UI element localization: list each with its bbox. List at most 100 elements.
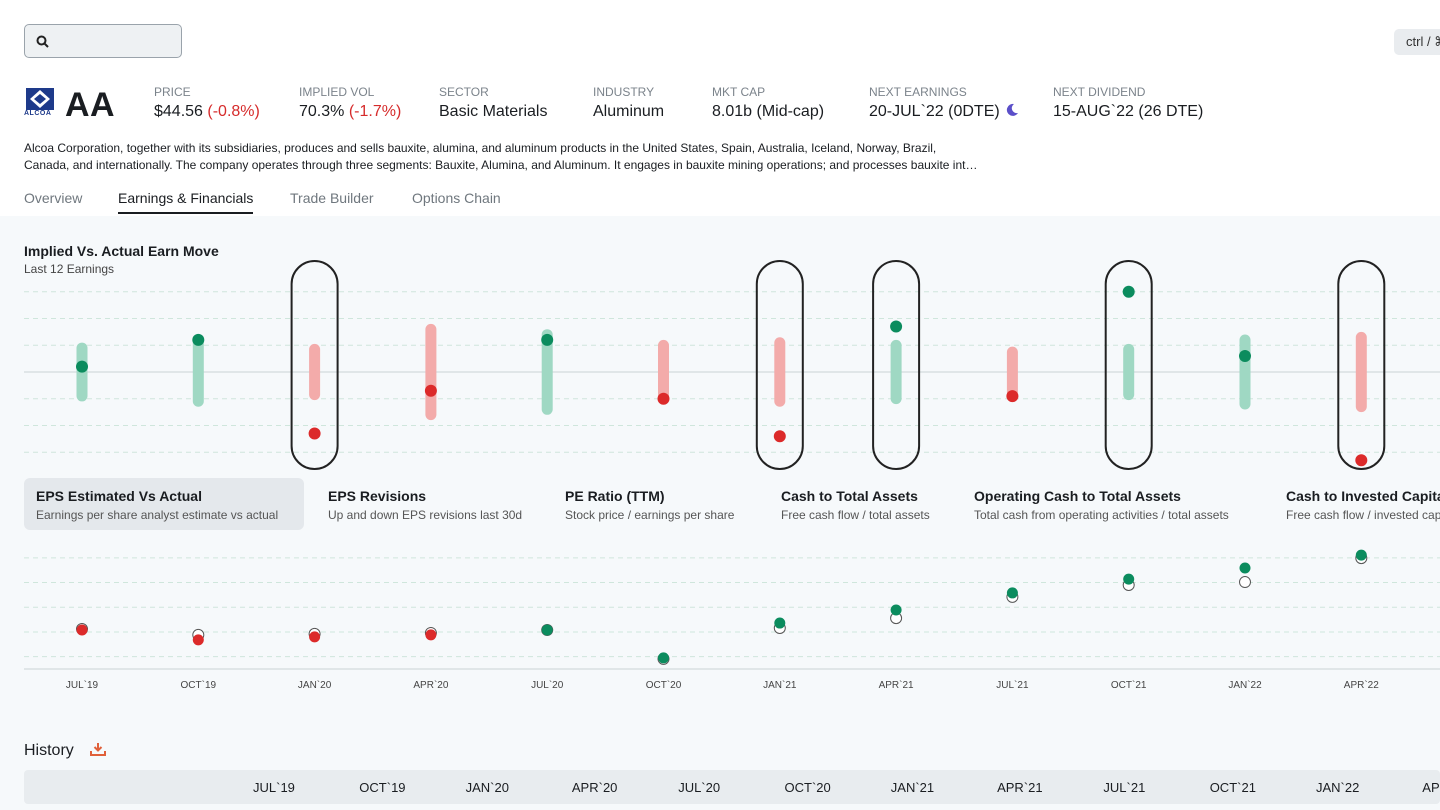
x-tick-label: JUL`19 [66,679,99,691]
highlight-outline [290,260,339,470]
implied-range [1355,331,1367,413]
history-column: JAN`21 [890,780,935,795]
metric-title: Cash to Invested Capital [1286,488,1440,504]
stat-label: NEXT EARNINGS [869,85,967,99]
implied-range [1123,343,1135,401]
stat-change: (-0.8%) [207,103,260,120]
tab[interactable]: Options Chain [412,190,501,206]
stat-value: 15-AUG`22 (26 DTE) [1053,103,1203,121]
logo-icon [26,88,54,110]
stat-value-text: 20-JUL`22 (0DTE) [869,103,1000,120]
stat-label: INDUSTRY [593,85,655,99]
stat-value-text: Aluminum [593,103,665,120]
x-tick-label: JUL`21 [996,679,1029,691]
metric-title: Operating Cash to Total Assets [974,488,1181,504]
implied-range [890,339,902,405]
metric-title: PE Ratio (TTM) [565,488,665,504]
actual-dot [890,320,903,333]
tab[interactable]: Trade Builder [290,190,374,206]
tab[interactable]: Overview [24,190,83,206]
metric-subtitle: Free cash flow / invested capital [1286,508,1440,522]
history-header: JUL`19 OCT`19 JAN`20 APR`20 JUL`20 OCT`20 JAN`… [24,770,1440,804]
stat-value-text: 70.3% [299,103,345,120]
chart-title: Implied Vs. Actual Earn Move [24,243,219,259]
actual-dot [774,617,786,629]
metric-tab[interactable]: EPS Estimated Vs Actual Earnings per shar… [24,478,304,530]
history-column: OCT`19 [359,780,406,795]
actual-dot [541,333,554,346]
metric-subtitle: Earnings per share analyst estimate vs a… [36,508,279,522]
actual-dot [1006,587,1018,599]
x-tick-label: OCT`20 [646,679,682,691]
x-tick-label: APR`20 [413,679,448,691]
x-tick-label: APR`21 [879,679,914,691]
x-tick-label: JAN`20 [298,679,332,691]
history-column: JAN`20 [465,780,509,795]
download-icon[interactable] [90,742,106,756]
history-column: APR`21 [997,780,1043,795]
stat-label: IMPLIED VOL [299,85,375,99]
history-column: JUL`21 [1103,780,1146,795]
metric-subtitle: Stock price / earnings per share [565,508,735,522]
actual-dot [657,392,670,405]
tab-underline [118,212,253,214]
actual-dot [1006,390,1019,403]
implied-range [1006,346,1018,398]
actual-dot [1239,562,1251,574]
moon-icon [1006,103,1018,116]
chart-subtitle: Last 12 Earnings [24,262,115,276]
implied-range [192,337,204,407]
actual-dot [76,360,88,373]
history-column: APR`22 [1422,780,1440,795]
actual-dot [309,631,321,643]
history-column: OCT`21 [1209,780,1256,795]
history-column: JUL`20 [678,780,721,795]
actual-dot [425,629,437,641]
history-column: APR`20 [571,780,618,795]
logo-text: ALCOA [24,110,52,117]
implied-range [774,337,786,407]
stat-value-text: 15-AUG`22 (26 DTE) [1053,103,1204,120]
metric-tab[interactable]: Cash to Invested Capital Free cash flow /… [1274,478,1440,530]
history-column: JAN`22 [1316,780,1360,795]
x-tick-label: JAN`21 [763,679,797,691]
highlight-outline [1337,260,1386,470]
actual-dot [658,652,669,664]
highlight-outline [872,260,921,470]
metric-subtitle: Total cash from operating activities / t… [974,508,1229,522]
x-tick-label: JAN`22 [1228,679,1262,691]
highlight-outline [755,260,804,470]
description-line: Alcoa Corporation, together with its sub… [24,141,937,155]
actual-dot [76,624,88,636]
metric-title: EPS Estimated Vs Actual [36,488,202,504]
ticker: AA [65,86,116,124]
stat-value: Basic Materials [439,103,547,121]
stat-label: MKT CAP [712,85,766,99]
stat-value-text: 8.01b (Mid-cap) [712,103,825,120]
metric-subtitle: Up and down EPS revisions last 30d [328,508,523,522]
metric-tab[interactable]: Operating Cash to Total Assets Total cash… [962,478,1241,530]
search-box[interactable] [24,24,182,58]
actual-dot [424,384,437,397]
metric-subtitle: Free cash flow / total assets [781,508,930,522]
metric-tab[interactable]: Cash to Total Assets Free cash flow / tot… [769,478,942,530]
stat-value-text: Basic Materials [439,103,548,120]
actual-dot [308,427,321,440]
actual-dot [773,430,786,443]
metric-title: Cash to Total Assets [781,488,918,504]
tab[interactable]: Earnings & Financials [118,190,254,206]
metric-tab[interactable]: EPS Revisions Up and down EPS revisions l… [316,478,534,530]
x-tick-label: OCT`21 [1111,679,1147,691]
stat-value: 70.3% (-1.7%) [299,103,401,121]
implied-range [425,323,437,421]
highlight-outline [1104,260,1153,470]
implied-range [658,339,669,405]
description-line: Canada, and internationally. The company… [24,158,978,172]
x-tick-label: APR`22 [1344,679,1379,691]
charts: JUL`19 OCT`19 JAN`20 APR`20 JUL`20 OCT`20 JAN`… [24,260,1440,691]
implied-range [1239,334,1251,410]
metric-tab[interactable]: PE Ratio (TTM) Stock price / earnings per… [553,478,746,530]
actual-dot [1355,549,1367,561]
actual-dot [1123,573,1135,585]
